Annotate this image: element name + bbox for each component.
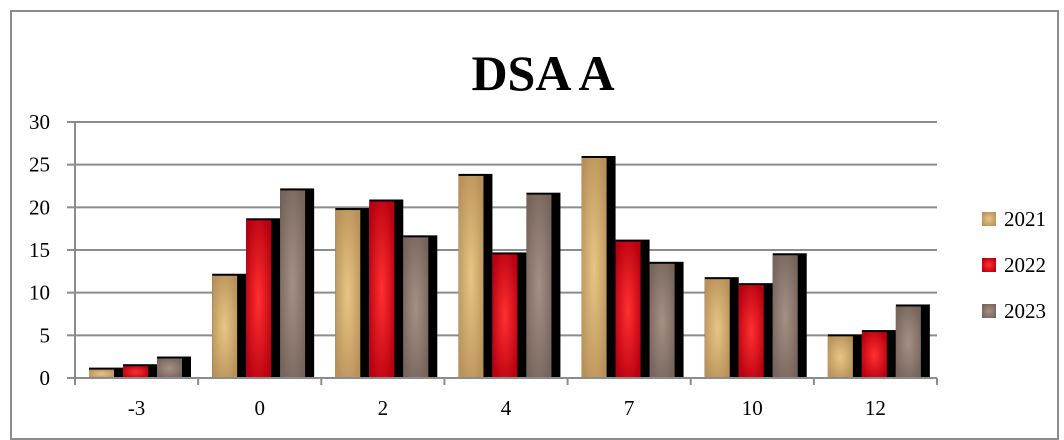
axes — [74, 122, 937, 379]
legend-label: 2022 — [1004, 253, 1046, 277]
bar-2021-0 — [212, 275, 238, 378]
legend-swatch-2022 — [982, 258, 996, 272]
x-tick-label: 2 — [378, 396, 389, 420]
bars — [89, 155, 930, 378]
y-tick-label: 20 — [29, 195, 50, 219]
bar-2023--3 — [157, 358, 182, 378]
y-tick-label: 25 — [29, 153, 50, 177]
bar-2021-4 — [458, 175, 484, 378]
x-axis-ticks: -3 0 2 4 7 10 12 — [74, 378, 938, 420]
y-tick-label: 0 — [40, 366, 51, 390]
x-tick-label: 10 — [742, 396, 763, 420]
bar-2023-0 — [280, 190, 306, 378]
chart-title: DSA A — [471, 45, 614, 101]
x-tick-label: -3 — [128, 396, 146, 420]
legend-label: 2023 — [1004, 299, 1046, 323]
y-axis-ticks: 0 5 10 15 20 25 30 — [29, 110, 75, 390]
bar-2023-4 — [526, 194, 552, 378]
bar-2021-7 — [581, 157, 607, 378]
legend-label: 2021 — [1004, 207, 1046, 231]
bar-2022--3 — [123, 366, 148, 378]
y-tick-label: 15 — [29, 238, 50, 262]
bar-2022-0 — [246, 220, 272, 378]
y-tick-label: 5 — [40, 323, 51, 347]
legend-swatch-2021 — [982, 212, 996, 226]
bar-2023-10 — [772, 255, 798, 378]
bar-2022-10 — [738, 285, 764, 378]
bar-2023-7 — [649, 263, 675, 378]
bar-2021--3 — [89, 369, 114, 378]
bar-2023-12 — [895, 306, 921, 378]
y-tick-label: 30 — [29, 110, 50, 134]
bar-2021-2 — [335, 210, 361, 378]
bar-2022-7 — [615, 241, 641, 378]
y-tick-label: 10 — [29, 281, 50, 305]
x-tick-label: 7 — [624, 396, 635, 420]
x-tick-label: 4 — [501, 396, 512, 420]
legend: 2021 2022 2023 — [982, 207, 1046, 323]
legend-swatch-2023 — [982, 304, 996, 318]
bar-2021-10 — [704, 279, 730, 378]
bar-2023-2 — [403, 237, 429, 378]
bar-2022-2 — [369, 201, 395, 378]
bar-2022-12 — [861, 332, 887, 378]
bar-2021-12 — [827, 336, 853, 378]
x-tick-label: 12 — [865, 396, 886, 420]
bar-2022-4 — [492, 254, 518, 378]
x-tick-label: 0 — [254, 396, 265, 420]
